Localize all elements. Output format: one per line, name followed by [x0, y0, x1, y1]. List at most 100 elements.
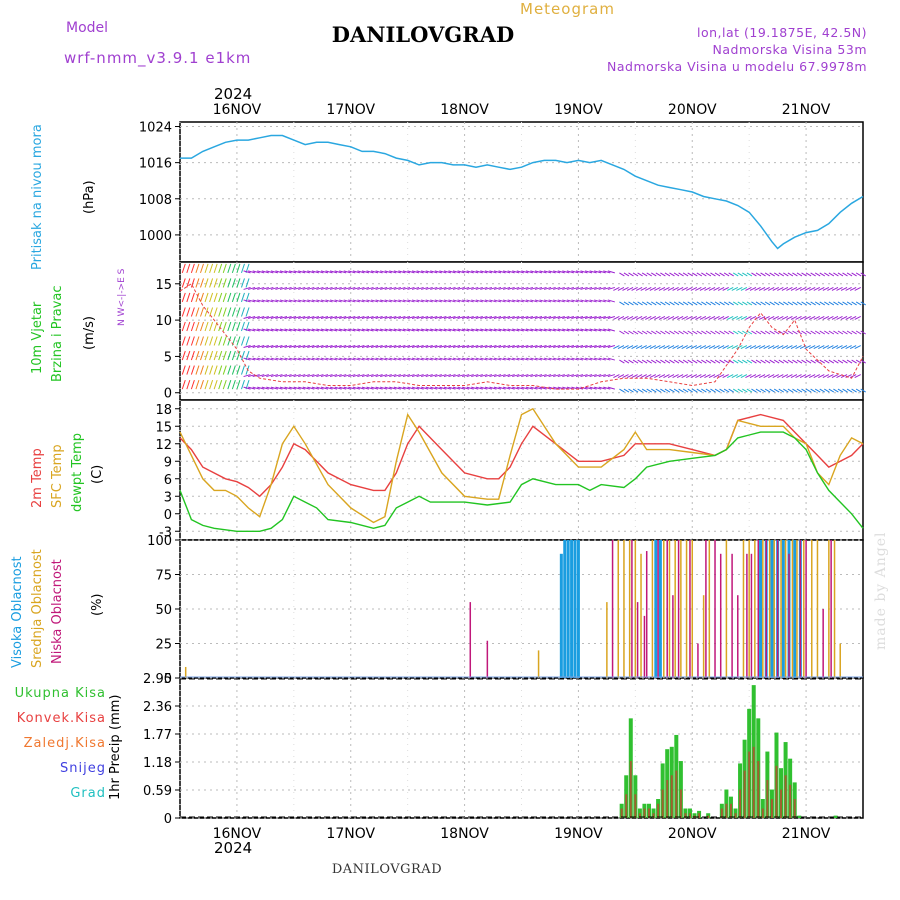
- wind-arrow: [525, 315, 534, 319]
- cloud-bar: [793, 540, 797, 678]
- wind-arrow: [430, 345, 438, 349]
- wind-arrow: [827, 316, 834, 320]
- wind-arrow: [275, 315, 283, 319]
- wind-arrow: [370, 386, 379, 390]
- wind-arrow: [704, 345, 711, 349]
- wind-arrow: [740, 286, 748, 291]
- wind-arrow: [701, 301, 707, 306]
- wind-arrow: [245, 307, 250, 317]
- wind-arrow: [626, 345, 634, 349]
- wind-arrow: [252, 386, 260, 390]
- wind-arrow: [628, 301, 634, 306]
- y-tick-label: 1000: [139, 229, 172, 244]
- wind-arrow: [398, 299, 406, 303]
- wind-arrow: [398, 286, 406, 290]
- wind-arrow: [275, 345, 283, 349]
- cloud-bar: [791, 540, 794, 678]
- wind-arrow: [502, 299, 511, 303]
- wind-arrow: [257, 357, 265, 361]
- precip-conv-bar: [707, 815, 710, 818]
- wind-arrow: [348, 286, 356, 290]
- wind-arrow: [525, 328, 534, 332]
- wind-arrow: [645, 374, 652, 379]
- wind-arrow: [288, 357, 297, 361]
- wind-arrow: [407, 286, 415, 290]
- wind-arrow: [311, 374, 320, 378]
- wind-arrow: [375, 286, 383, 290]
- wind-arrow: [493, 374, 502, 378]
- wind-arrow: [489, 386, 497, 390]
- wind-arrow: [637, 330, 643, 335]
- wind-arrow: [575, 357, 584, 361]
- wind-arrow: [320, 374, 329, 378]
- wind-arrow: [493, 386, 502, 390]
- temp-line-0: [179, 413, 864, 498]
- wind-arrow: [667, 316, 675, 320]
- wind-arrow: [575, 286, 584, 290]
- wind-arrow: [343, 270, 351, 274]
- wind-arrow: [240, 292, 245, 303]
- wind-arrow: [810, 388, 816, 393]
- wind-arrow: [818, 345, 825, 349]
- precip-conv-bar: [652, 813, 655, 818]
- wind-arrow: [842, 388, 848, 393]
- wind-arrow: [320, 345, 329, 349]
- wind-arrow: [361, 299, 370, 303]
- wind-arrow: [755, 301, 762, 306]
- wind-arrow: [245, 336, 250, 346]
- wind-arrow: [502, 315, 511, 319]
- wind-arrow: [539, 299, 547, 303]
- wind-arrow: [213, 292, 218, 303]
- y-tick-label: 1016: [139, 157, 172, 172]
- cloud-bar: [634, 540, 637, 678]
- wind-arrow: [402, 299, 411, 303]
- wind-arrow: [641, 330, 648, 335]
- wind-arrow: [461, 315, 470, 319]
- wind-arrow: [831, 316, 839, 320]
- wind-arrow: [484, 386, 493, 390]
- precip-conv-bar: [739, 789, 742, 818]
- y-tick-label: 2.95: [143, 672, 172, 687]
- wind-arrow: [628, 388, 634, 393]
- wind-arrow: [594, 270, 602, 274]
- wind-arrow: [539, 286, 547, 290]
- wind-arrow: [813, 316, 820, 320]
- cloud-bar: [748, 540, 750, 678]
- wind-arrow: [480, 270, 488, 274]
- cloud-bar: [666, 540, 668, 678]
- wind-arrow: [584, 299, 593, 303]
- wind-arrow: [760, 272, 766, 277]
- wind-arrow: [810, 272, 816, 277]
- wind-arrow: [443, 328, 452, 332]
- wind-arrow: [805, 330, 812, 335]
- wind-arrow: [819, 301, 826, 306]
- wind-arrow: [543, 315, 552, 319]
- wind-arrow: [833, 301, 839, 306]
- wind-arrow: [719, 272, 725, 277]
- wind-arrow: [660, 388, 666, 393]
- wind-arrow: [480, 286, 488, 290]
- wind-arrow: [231, 263, 236, 274]
- wind-arrow: [571, 299, 579, 303]
- wind-arrow: [236, 365, 241, 375]
- wind-arrow: [498, 299, 506, 303]
- wind-arrow: [389, 386, 397, 390]
- wind-arrow: [434, 299, 442, 303]
- wind-arrow: [690, 316, 698, 320]
- wind-arrow: [676, 286, 684, 291]
- precip-conv-bar: [698, 813, 701, 818]
- wind-arrow: [329, 299, 338, 303]
- wind-arrow: [298, 328, 306, 332]
- wind-arrow: [261, 345, 269, 349]
- wind-arrow: [745, 345, 752, 349]
- cloud-bar: [742, 540, 745, 678]
- wind-arrow: [580, 299, 588, 303]
- wind-arrow: [471, 270, 479, 274]
- wind-arrow: [348, 299, 356, 303]
- wind-arrow: [361, 374, 370, 378]
- wind-arrow: [710, 388, 716, 393]
- wind-arrow: [539, 328, 547, 332]
- wind-arrow: [521, 374, 529, 378]
- wind-arrow: [607, 315, 615, 319]
- y-tick-label: 0: [164, 812, 172, 827]
